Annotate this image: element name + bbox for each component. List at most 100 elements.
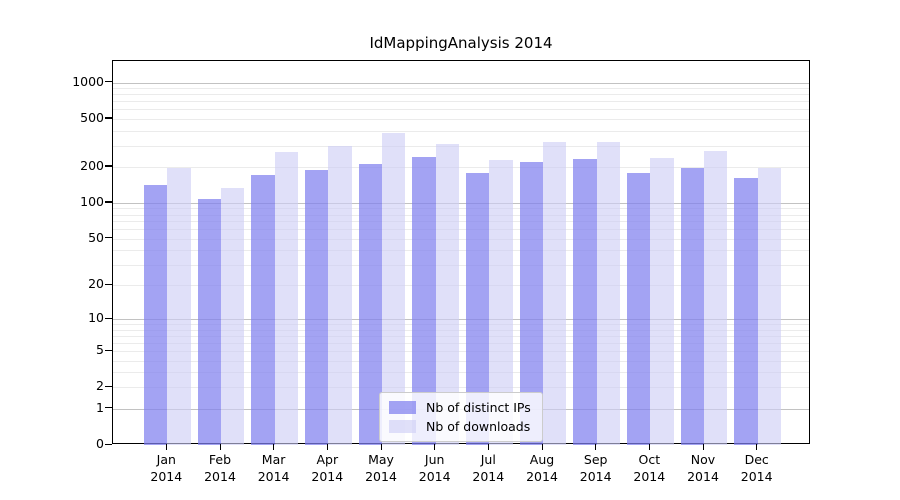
bar-distinct-ips-sep: [573, 158, 597, 445]
x-tick-mark: [756, 444, 758, 450]
bar-downloads-oct: [650, 157, 674, 445]
bar-downloads-nov: [704, 151, 728, 445]
bar-downloads-dec: [757, 167, 781, 445]
y-tick-label: 1: [96, 399, 104, 415]
y-tick-mark: [105, 165, 112, 167]
gridline-minor: [113, 342, 809, 344]
y-tick-label: 100: [80, 193, 104, 209]
gridline-minor: [113, 335, 809, 337]
x-tick-mark: [702, 444, 704, 450]
x-tick-label-nov: Nov 2014: [687, 452, 719, 484]
bar-distinct-ips-nov: [680, 167, 704, 445]
gridline-minor: [113, 360, 809, 362]
gridline-minor: [113, 166, 809, 168]
x-tick-label-may: May 2014: [365, 452, 397, 484]
bar-distinct-ips-apr: [305, 169, 329, 445]
gridline-minor: [113, 285, 809, 287]
bar-downloads-jun: [435, 143, 459, 445]
legend-swatch-distinct-ips: [389, 401, 416, 414]
y-tick-mark: [105, 349, 112, 351]
y-tick-mark: [105, 117, 112, 119]
x-tick-mark: [434, 444, 436, 450]
legend-entry-distinct-ips: Nb of distinct IPs: [389, 398, 531, 417]
bar-distinct-ips-may: [358, 164, 382, 445]
y-tick-label: 200: [80, 157, 104, 173]
gridline-minor: [113, 118, 809, 120]
gridline-minor: [113, 130, 809, 132]
y-tick-mark: [105, 443, 112, 445]
x-tick-label-sep: Sep 2014: [579, 452, 612, 484]
gridline-minor: [113, 372, 809, 374]
x-tick-mark: [487, 444, 490, 450]
plot-area: Nb of distinct IPs Nb of downloads: [112, 60, 810, 445]
gridline-major: [113, 319, 809, 321]
legend-entry-downloads: Nb of downloads: [389, 417, 531, 436]
gridline-minor: [113, 208, 809, 210]
bar-downloads-may: [382, 133, 406, 445]
gridline-minor: [113, 94, 809, 96]
x-tick-mark: [165, 444, 168, 450]
gridline-minor: [113, 101, 809, 103]
y-tick-mark: [105, 283, 112, 286]
gridline-minor: [113, 214, 809, 216]
bar-downloads-jul: [489, 159, 513, 445]
bar-distinct-ips-jan: [144, 185, 168, 445]
bar-downloads-feb: [221, 188, 245, 445]
y-tick-label: 20: [88, 276, 104, 292]
bar-distinct-ips-jun: [412, 157, 436, 445]
gridline-minor: [113, 229, 809, 231]
bar-distinct-ips-aug: [519, 161, 543, 445]
bar-downloads-jan: [167, 168, 191, 445]
y-tick-label: 10: [88, 310, 104, 326]
y-tick-mark: [105, 237, 112, 239]
x-tick-mark: [648, 444, 651, 450]
y-tick-label: 50: [88, 229, 104, 245]
gridline-minor: [113, 387, 809, 389]
gridline-minor: [113, 221, 809, 223]
y-tick-label: 1000: [72, 73, 104, 89]
x-tick-label-apr: Apr 2014: [311, 452, 344, 484]
gridline-minor: [113, 145, 809, 147]
x-tick-label-jan: Jan 2014: [150, 452, 183, 484]
x-tick-label-oct: Oct 2014: [633, 452, 666, 484]
x-tick-label-jul: Jul 2014: [472, 452, 505, 484]
bar-downloads-aug: [543, 141, 567, 445]
legend-label-downloads: Nb of downloads: [426, 419, 531, 434]
gridline-minor: [113, 329, 809, 331]
bar-downloads-mar: [274, 151, 298, 445]
gridline-minor: [113, 109, 809, 111]
x-tick-mark: [326, 444, 329, 450]
x-tick-mark: [595, 444, 597, 450]
y-tick-label: 5: [96, 342, 104, 357]
legend: Nb of distinct IPs Nb of downloads: [379, 392, 543, 442]
gridline-minor: [113, 88, 809, 90]
gridline-minor: [113, 351, 809, 352]
y-tick-mark: [105, 317, 112, 319]
gridline-minor: [113, 324, 809, 326]
bar-distinct-ips-feb: [197, 199, 221, 445]
x-tick-mark: [541, 444, 543, 450]
bar-distinct-ips-mar: [251, 174, 275, 445]
y-tick-label: 2: [96, 378, 104, 394]
legend-swatch-downloads: [389, 420, 416, 433]
x-tick-label-mar: Mar 2014: [257, 452, 290, 484]
bar-distinct-ips-jul: [466, 172, 490, 445]
bar-downloads-sep: [596, 142, 620, 445]
bar-distinct-ips-oct: [627, 172, 651, 445]
legend-label-distinct-ips: Nb of distinct IPs: [426, 400, 531, 415]
x-tick-label-aug: Aug 2014: [526, 452, 558, 484]
bar-downloads-apr: [328, 145, 352, 445]
x-tick-mark: [219, 444, 221, 450]
bar-distinct-ips-dec: [734, 177, 758, 445]
y-tick-mark: [105, 385, 112, 388]
gridline-minor: [113, 238, 809, 240]
y-tick-label: 500: [80, 109, 104, 125]
y-tick-mark: [105, 81, 112, 83]
gridline-minor: [113, 250, 809, 252]
x-tick-label-feb: Feb 2014: [204, 452, 236, 484]
gridline-major: [113, 82, 809, 84]
y-tick-label: 0: [96, 436, 104, 451]
gridline-major: [113, 202, 809, 204]
x-tick-label-dec: Dec 2014: [740, 452, 773, 484]
